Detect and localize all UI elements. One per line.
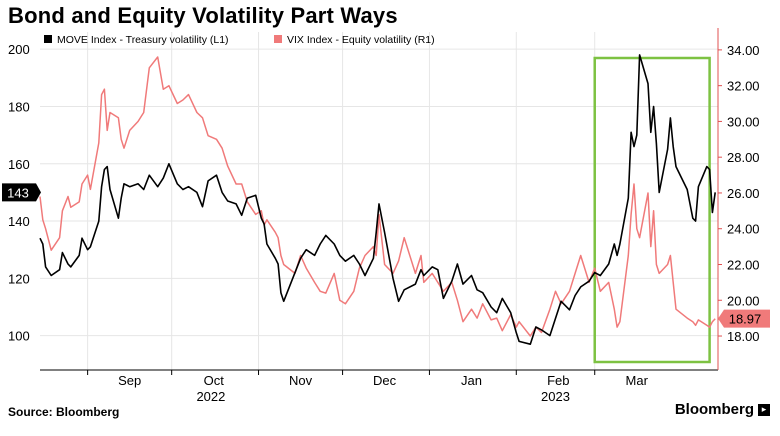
- series-layer: [39, 54, 716, 345]
- last-value-text-vix: 18.97: [729, 312, 762, 327]
- x-tick-label: Sep: [118, 373, 141, 388]
- y-right-tick-label: 32.00: [727, 79, 760, 94]
- y-left-tick-label: 180: [8, 99, 30, 114]
- vix-series-line: [39, 56, 716, 337]
- last-value-labels: 143 18.97: [2, 183, 770, 328]
- y-right-tick-label: 34.00: [727, 43, 760, 58]
- y-right-tick-label: 26.00: [727, 186, 760, 201]
- bloomberg-logo-icon: ▸: [758, 403, 770, 416]
- legend-swatch-vix: [274, 35, 282, 43]
- axes: 100 120 140 160 180 200 18.00 20.00 22.00 24.00 26…: [8, 28, 760, 404]
- y-left-tick-label: 140: [8, 214, 30, 229]
- x-tick-label: Jan: [461, 373, 482, 388]
- y-left-tick-label: 120: [8, 271, 30, 286]
- y-left-tick-label: 100: [8, 329, 30, 344]
- y-right-tick-label: 22.00: [727, 257, 760, 272]
- x-tick-label: Oct: [204, 373, 225, 388]
- x-tick-label: Nov: [289, 373, 313, 388]
- y-right-tick-label: 18.00: [727, 329, 760, 344]
- y-right-tick-label: 24.00: [727, 222, 760, 237]
- legend: MOVE Index - Treasury volatility (L1) VIX…: [44, 34, 435, 46]
- x-year-label: 2022: [196, 389, 225, 404]
- highlight-box: [593, 56, 711, 364]
- y-left-tick-label: 200: [8, 42, 30, 57]
- legend-label-move: MOVE Index - Treasury volatility (L1): [57, 34, 229, 46]
- x-tick-label: Dec: [373, 373, 397, 388]
- y-right-tick-label: 30.00: [727, 114, 760, 129]
- legend-label-vix: VIX Index - Equity volatility (R1): [287, 34, 435, 46]
- x-tick-label: Feb: [547, 373, 569, 388]
- source-note: Source: Bloomberg: [8, 405, 120, 419]
- last-value-label-move: [2, 183, 41, 202]
- legend-swatch-move: [44, 35, 52, 43]
- x-year-label: 2023: [541, 389, 570, 404]
- x-tick-label: Mar: [626, 373, 649, 388]
- last-value-text-move: 143: [7, 185, 29, 200]
- y-right-tick-label: 28.00: [727, 150, 760, 165]
- y-right-tick-label: 20.00: [727, 293, 760, 308]
- brand: Bloomberg ▸: [675, 401, 770, 418]
- last-value-label-vix: [718, 309, 770, 328]
- chart-title: Bond and Equity Volatility Part Ways: [8, 3, 398, 28]
- y-left-tick-label: 160: [8, 157, 30, 172]
- brand-name: Bloomberg: [674, 401, 754, 418]
- move-series-line: [39, 54, 716, 345]
